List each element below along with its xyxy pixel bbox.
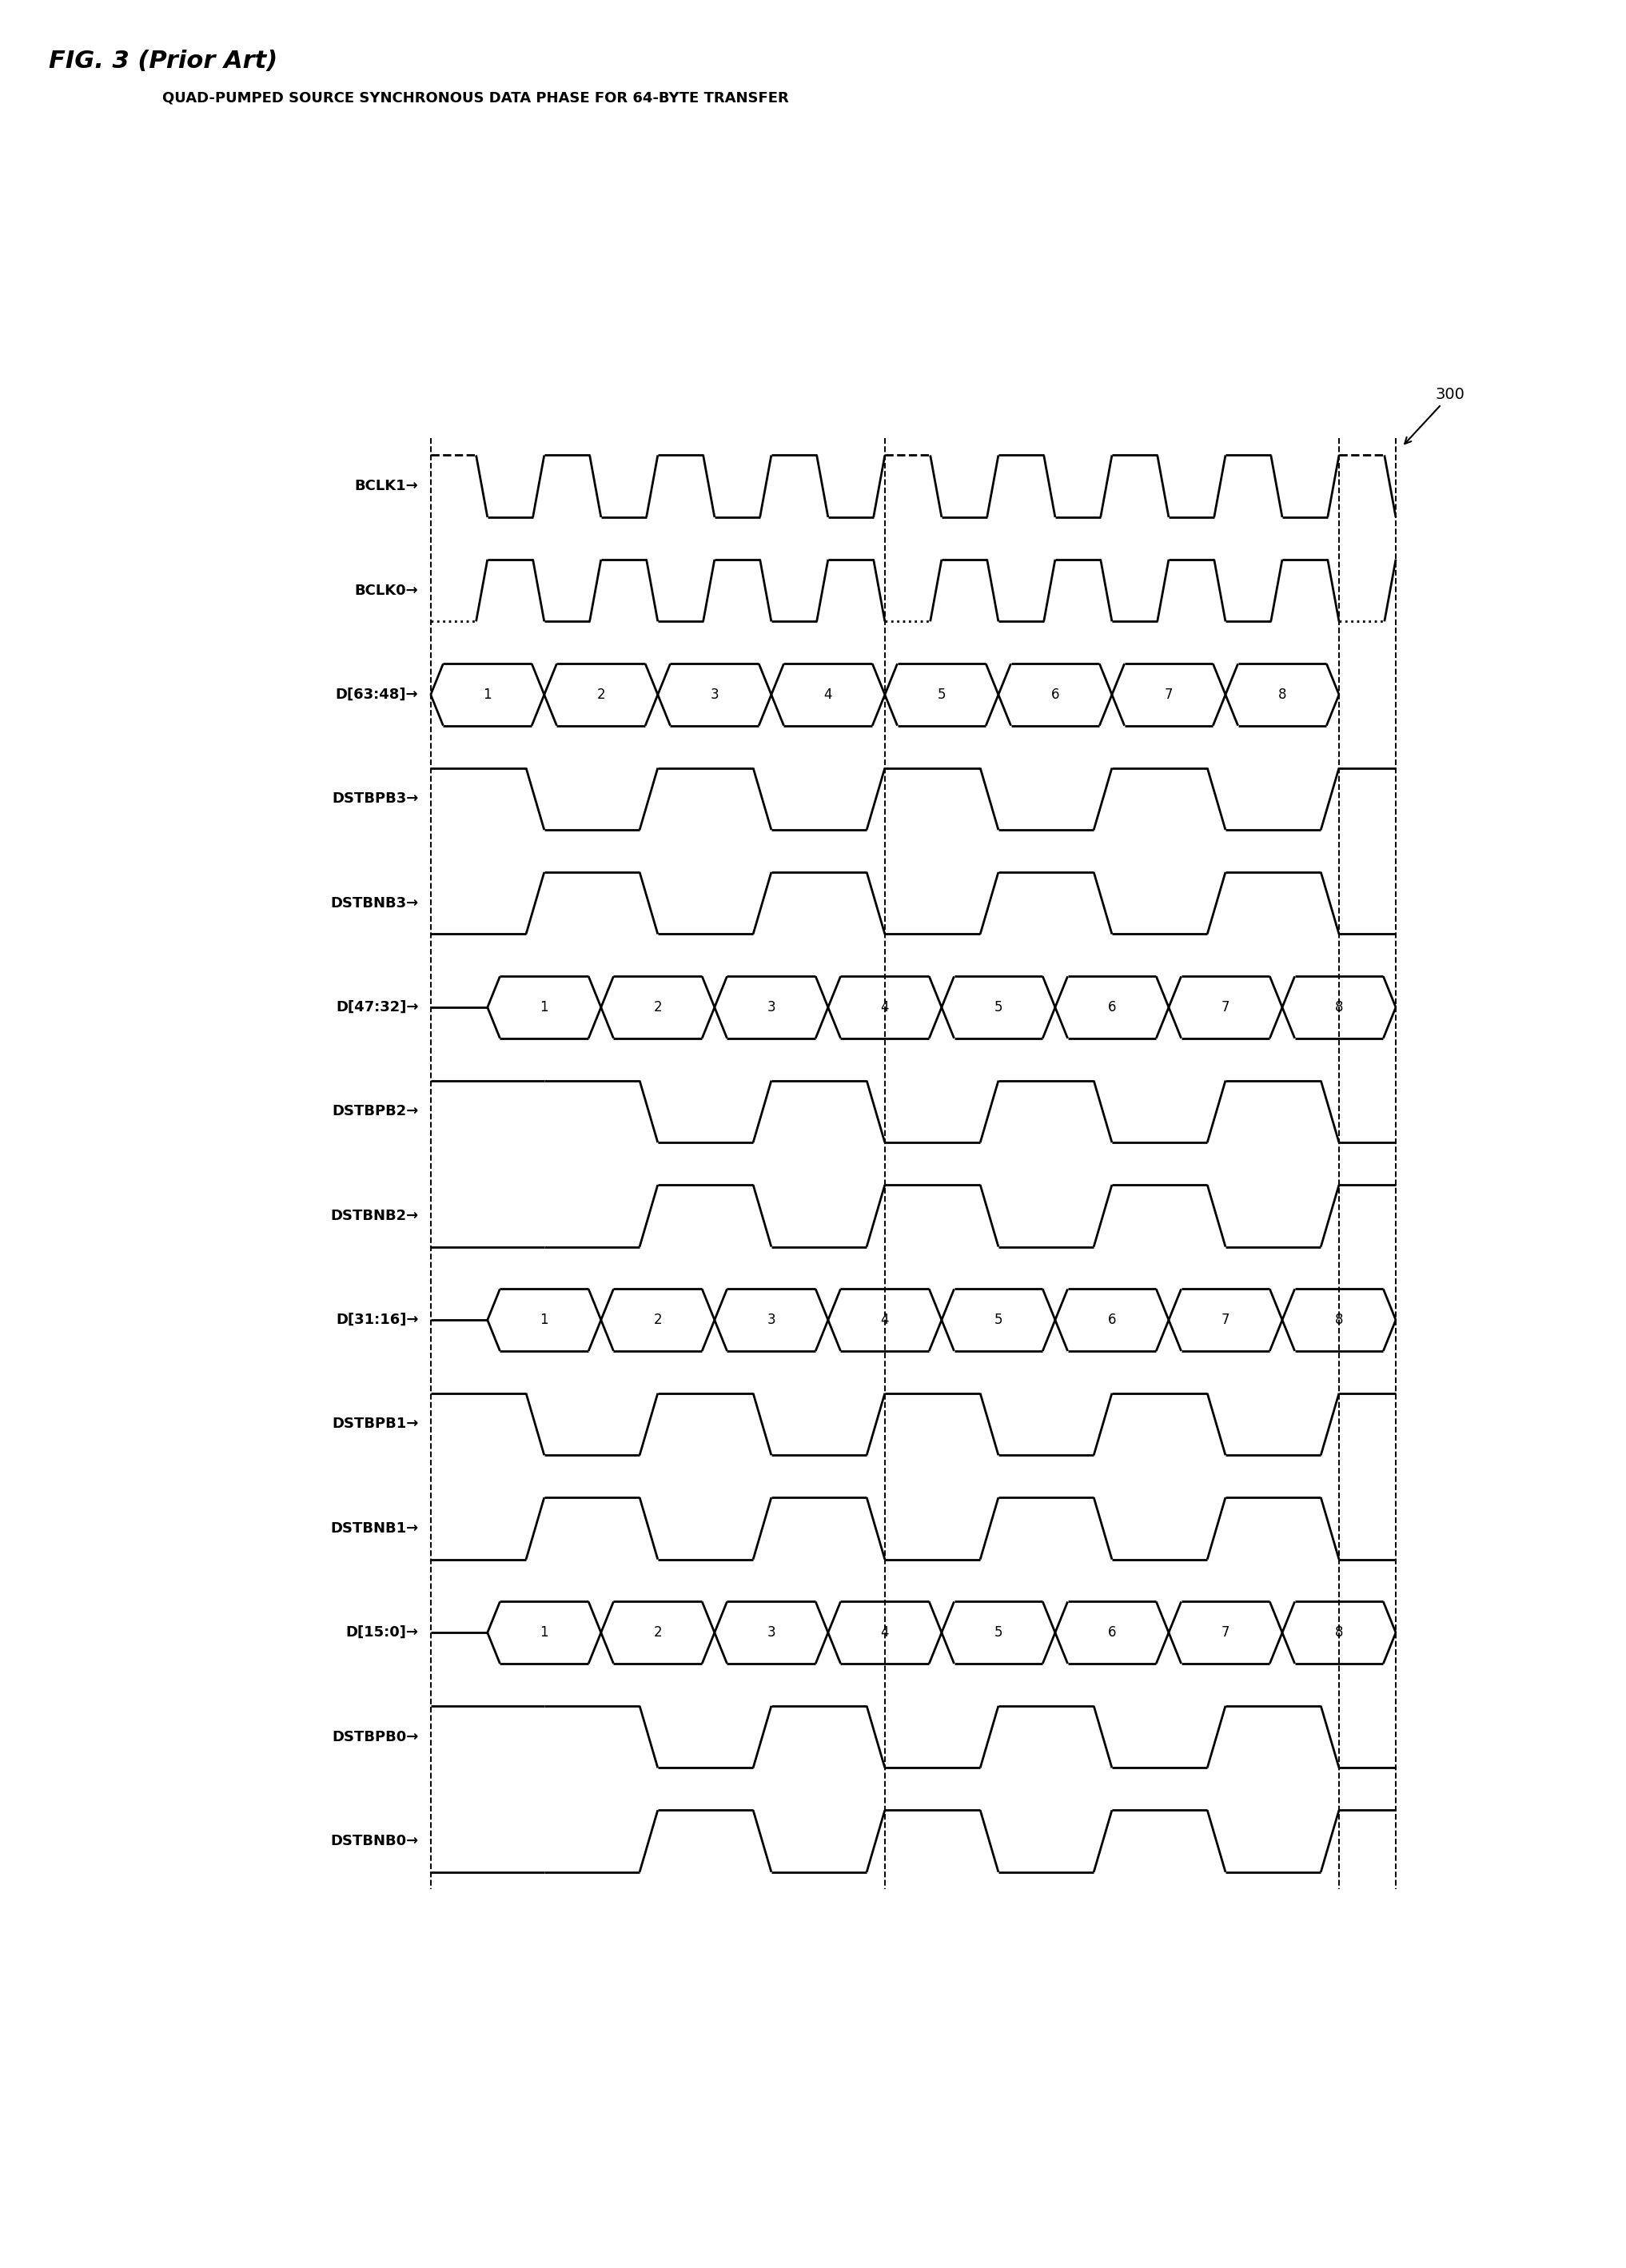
Text: DSTBPB2→: DSTBPB2→ <box>332 1105 418 1118</box>
Text: FIG. 3 (Prior Art): FIG. 3 (Prior Art) <box>49 50 278 73</box>
Text: 300: 300 <box>1405 388 1465 445</box>
Text: 6: 6 <box>1050 687 1060 701</box>
Text: 2: 2 <box>654 1000 662 1014</box>
Text: 8: 8 <box>1335 1626 1343 1640</box>
Text: 2: 2 <box>597 687 605 701</box>
Text: DSTBNB0→: DSTBNB0→ <box>330 1835 418 1848</box>
Text: DSTBNB2→: DSTBNB2→ <box>330 1209 418 1222</box>
Text: D[31:16]→: D[31:16]→ <box>335 1313 418 1327</box>
Text: DSTBPB1→: DSTBPB1→ <box>332 1418 418 1431</box>
Text: 4: 4 <box>881 1313 889 1327</box>
Text: D[63:48]→: D[63:48]→ <box>335 687 418 701</box>
Text: 1: 1 <box>483 687 491 701</box>
Text: 6: 6 <box>1107 1000 1115 1014</box>
Text: 3: 3 <box>767 1000 776 1014</box>
Text: 4: 4 <box>881 1000 889 1014</box>
Text: 1: 1 <box>540 1313 548 1327</box>
Text: 5: 5 <box>993 1626 1003 1640</box>
Text: 2: 2 <box>654 1313 662 1327</box>
Text: 8: 8 <box>1335 1000 1343 1014</box>
Text: 5: 5 <box>993 1000 1003 1014</box>
Text: 4: 4 <box>824 687 833 701</box>
Text: 7: 7 <box>1221 1626 1229 1640</box>
Text: 8: 8 <box>1335 1313 1343 1327</box>
Text: 6: 6 <box>1107 1313 1115 1327</box>
Text: 8: 8 <box>1278 687 1286 701</box>
Text: 1: 1 <box>540 1626 548 1640</box>
Text: D[15:0]→: D[15:0]→ <box>346 1626 418 1640</box>
Text: 3: 3 <box>767 1313 776 1327</box>
Text: 5: 5 <box>993 1313 1003 1327</box>
Text: BCLK0→: BCLK0→ <box>354 583 418 599</box>
Text: 4: 4 <box>881 1626 889 1640</box>
Text: DSTBNB1→: DSTBNB1→ <box>330 1522 418 1535</box>
Text: BCLK1→: BCLK1→ <box>354 479 418 494</box>
Text: 3: 3 <box>711 687 719 701</box>
Text: 1: 1 <box>540 1000 548 1014</box>
Text: 6: 6 <box>1107 1626 1115 1640</box>
Text: DSTBNB3→: DSTBNB3→ <box>330 896 418 909</box>
Text: DSTBPB3→: DSTBPB3→ <box>332 792 418 805</box>
Text: QUAD-PUMPED SOURCE SYNCHRONOUS DATA PHASE FOR 64-BYTE TRANSFER: QUAD-PUMPED SOURCE SYNCHRONOUS DATA PHAS… <box>163 91 789 104</box>
Text: D[47:32]→: D[47:32]→ <box>335 1000 418 1014</box>
Text: 5: 5 <box>938 687 946 701</box>
Text: 3: 3 <box>767 1626 776 1640</box>
Text: 2: 2 <box>654 1626 662 1640</box>
Text: 7: 7 <box>1221 1313 1229 1327</box>
Text: 7: 7 <box>1164 687 1172 701</box>
Text: 7: 7 <box>1221 1000 1229 1014</box>
Text: DSTBPB0→: DSTBPB0→ <box>332 1730 418 1744</box>
